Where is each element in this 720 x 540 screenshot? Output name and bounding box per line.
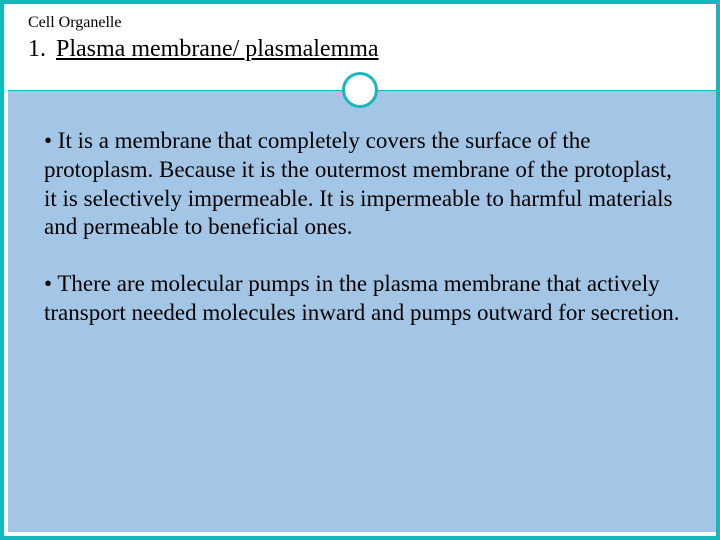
paragraph-text: • It is a membrane that completely cover… [44, 128, 672, 239]
circle-decoration-icon [342, 72, 378, 108]
slide-title: Plasma membrane/ plasmalemma [56, 36, 379, 63]
body-section: • It is a membrane that completely cover… [8, 91, 716, 532]
body-paragraph: • It is a membrane that completely cover… [44, 127, 688, 242]
body-paragraph: • There are molecular pumps in the plasm… [44, 270, 688, 328]
breadcrumb: Cell Organelle [28, 14, 692, 32]
list-number: 1. [28, 36, 46, 63]
slide-container: Cell Organelle 1. Plasma membrane/ plasm… [0, 0, 720, 540]
header-section: Cell Organelle 1. Plasma membrane/ plasm… [4, 4, 716, 69]
paragraph-text: • There are molecular pumps in the plasm… [44, 271, 680, 325]
title-row: 1. Plasma membrane/ plasmalemma [28, 36, 692, 63]
